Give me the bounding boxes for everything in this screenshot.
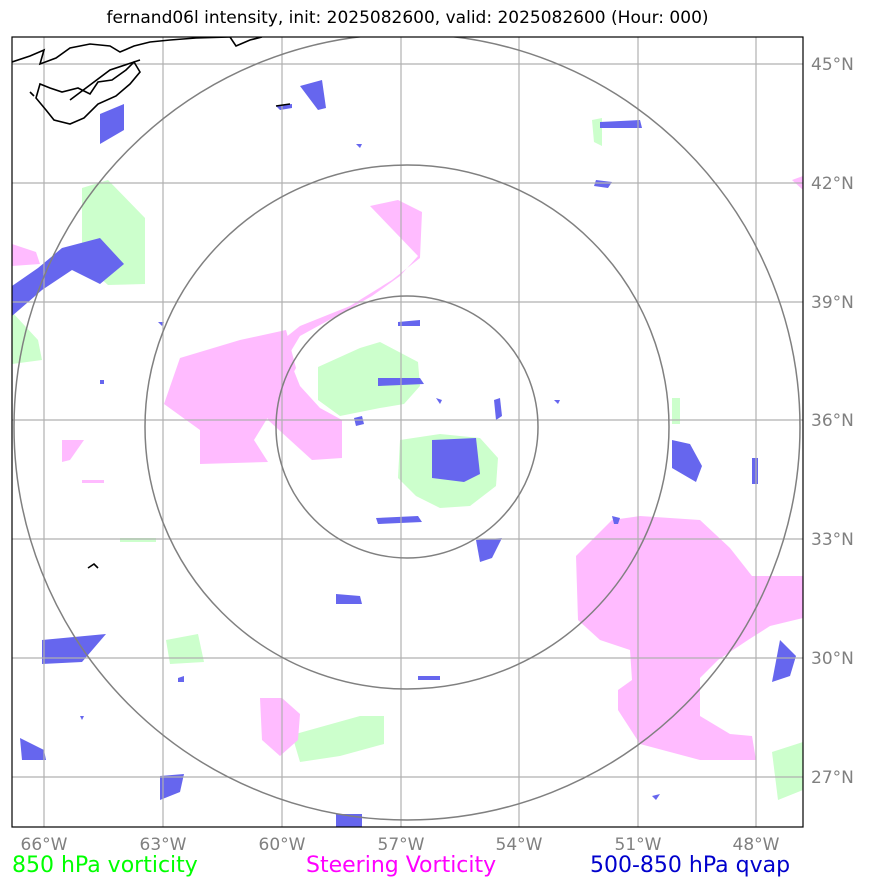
range-ring-inner (275, 295, 539, 559)
legend-850-vorticity: 850 hPa vorticity (12, 853, 198, 878)
y-tick-label: 45°N (811, 55, 854, 75)
range-ring-middle (144, 164, 670, 690)
x-tick-label: 66°W (21, 835, 68, 855)
y-tick-label: 39°N (811, 293, 854, 313)
plot-frame (11, 36, 804, 828)
x-axis-ticks: 66°W 63°W 60°W 57°W 54°W 51°W 48°W (21, 835, 780, 855)
legend-steering-vorticity: Steering Vorticity (306, 853, 497, 878)
x-tick-label: 60°W (259, 835, 306, 855)
coastline (12, 37, 291, 569)
y-tick-label: 27°N (811, 768, 854, 788)
legend-qvap: 500-850 hPa qvap (590, 853, 791, 878)
y-tick-label: 36°N (811, 411, 854, 431)
x-tick-label: 54°W (496, 835, 543, 855)
y-axis-ticks: 27°N 30°N 33°N 36°N 39°N 42°N 45°N (811, 55, 854, 788)
x-tick-label: 51°W (615, 835, 662, 855)
chart-title: fernand06l intensity, init: 2025082600, … (106, 8, 709, 28)
range-rings (13, 37, 801, 821)
y-tick-label: 30°N (811, 649, 854, 669)
gridlines (12, 37, 803, 827)
steering-vorticity-layer (12, 176, 803, 760)
x-tick-label: 63°W (140, 835, 187, 855)
y-tick-label: 42°N (811, 174, 854, 194)
x-tick-label: 48°W (733, 835, 780, 855)
x-tick-label: 57°W (378, 835, 425, 855)
qvap-layer (12, 80, 796, 827)
y-tick-label: 33°N (811, 530, 854, 550)
range-ring-outer (13, 37, 801, 821)
